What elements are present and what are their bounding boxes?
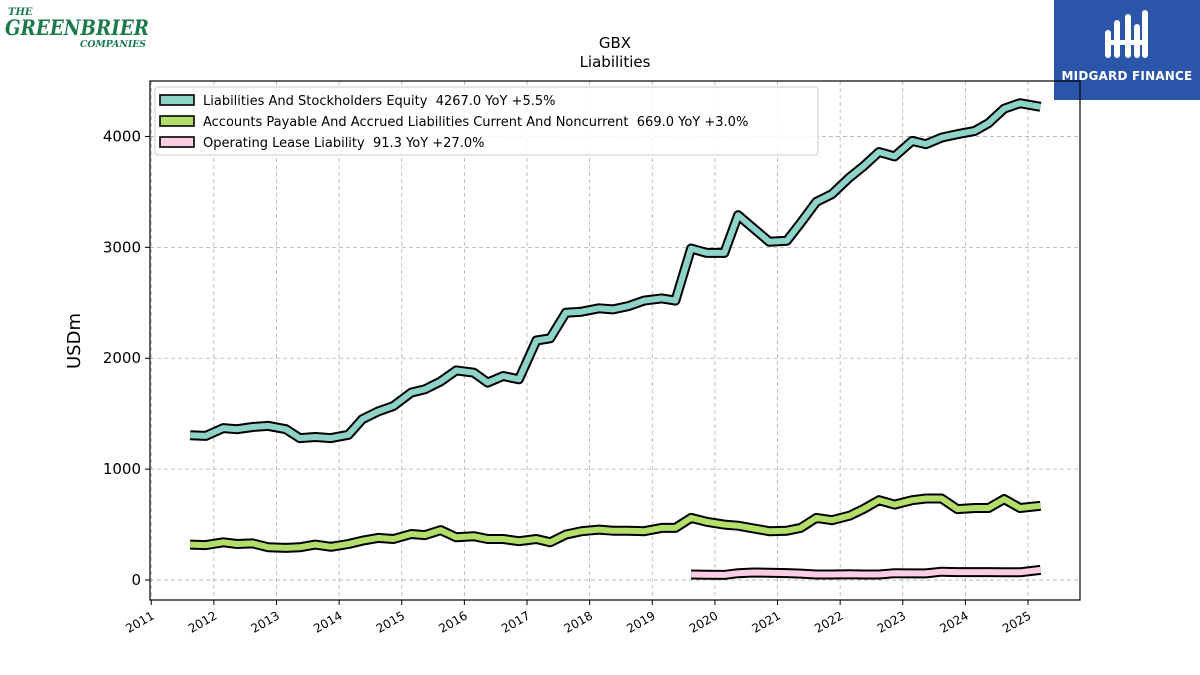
- legend-label-1: Accounts Payable And Accrued Liabilities…: [203, 115, 748, 130]
- y-tick-label: 2000: [103, 349, 141, 367]
- x-axis: 2011 2012 2013 2014 2015 2016 2017 2018 2019 2020…: [123, 600, 1034, 636]
- series-layer: [189, 98, 1042, 580]
- legend-box: [154, 86, 819, 156]
- x-tick-label: 2022: [812, 608, 845, 635]
- greenbrier-logo: THE GREENBRIER COMPANIES: [4, 4, 154, 50]
- series-line-0: [189, 100, 1042, 442]
- series-line-1: [190, 495, 1041, 551]
- y-axis: 0 1000 2000 3000 4000: [103, 127, 150, 589]
- y-tick-label: 4000: [103, 127, 141, 145]
- y-tick-label: 0: [131, 571, 141, 589]
- grid-lines: [150, 81, 1080, 600]
- legend-swatch-1: [159, 115, 195, 127]
- x-tick-label: 2025: [1000, 608, 1033, 635]
- series-outline-1: [189, 493, 1042, 553]
- svg-text:COMPANIES: COMPANIES: [80, 40, 147, 50]
- x-tick-label: 2012: [186, 608, 219, 635]
- plot-frame: [149, 80, 1081, 601]
- x-tick-label: 2011: [123, 608, 156, 635]
- midgard-brand-text: MIDGARD FINANCE: [1061, 69, 1193, 83]
- x-tick-label: 2018: [562, 608, 595, 635]
- y-axis-label: USDm: [64, 313, 85, 369]
- x-tick-label: 2015: [374, 608, 407, 635]
- chart-subtitle: Liabilities: [580, 53, 651, 71]
- x-tick-label: 2019: [624, 608, 657, 635]
- legend: Liabilities And Stockholders Equity 4267…: [154, 86, 819, 156]
- legend-swatch-2: [159, 136, 195, 148]
- legend-swatch-0: [159, 94, 195, 106]
- y-tick-label: 3000: [103, 238, 141, 256]
- x-tick-label: 2017: [499, 608, 532, 635]
- y-tick-label: 1000: [103, 460, 141, 478]
- series-line-2: [691, 566, 1041, 578]
- x-tick-label: 2021: [750, 608, 783, 635]
- x-tick-label: 2024: [937, 608, 970, 635]
- x-tick-label: 2016: [436, 608, 469, 635]
- midgard-logo-icon: [1105, 10, 1148, 58]
- svg-text:GREENBRIER: GREENBRIER: [5, 15, 149, 40]
- x-tick-label: 2014: [311, 608, 344, 635]
- greenbrier-logo-icon: THE GREENBRIER COMPANIES: [5, 7, 149, 50]
- chart-title: GBX: [599, 34, 631, 52]
- x-tick-label: 2020: [687, 608, 720, 635]
- svg-text:THE: THE: [8, 7, 33, 18]
- midgard-finance-logo: MIDGARD FINANCE: [1054, 0, 1200, 100]
- legend-label-2: Operating Lease Liability 91.3 YoY +27.0…: [203, 136, 484, 151]
- legend-label-0: Liabilities And Stockholders Equity 4267…: [203, 94, 555, 109]
- x-tick-label: 2023: [875, 608, 908, 635]
- x-tick-label: 2013: [249, 608, 282, 635]
